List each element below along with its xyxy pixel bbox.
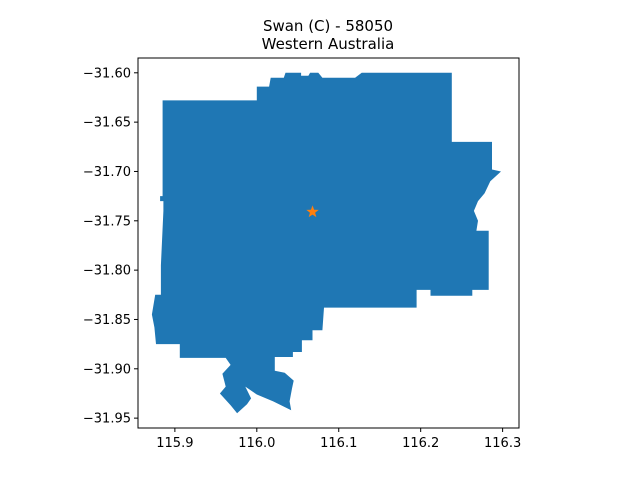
axes-frame (137, 57, 520, 429)
map-title-line2: Western Australia (262, 35, 395, 53)
x-tick-label: 116.0 (238, 436, 275, 451)
y-tick-label: −31.95 (83, 412, 131, 427)
map-title-line1: Swan (C) - 58050 (263, 17, 393, 35)
y-tick-label: −31.75 (83, 214, 131, 229)
plot-area (151, 72, 501, 414)
x-tick-label: 115.9 (156, 436, 193, 451)
x-axis: 115.9 116.0 116.1 116.2 116.3 (156, 428, 521, 451)
y-tick-label: −31.80 (83, 264, 131, 279)
y-tick-label: −31.90 (83, 362, 131, 377)
x-tick-label: 116.3 (484, 436, 521, 451)
x-tick-label: 116.2 (402, 436, 439, 451)
y-tick-label: −31.85 (83, 313, 131, 328)
y-tick-label: −31.70 (83, 165, 131, 180)
y-tick-label: −31.65 (83, 116, 131, 131)
y-axis: −31.60 −31.65 −31.70 −31.75 −31.80 −31.85 −31.… (83, 66, 138, 427)
centroid-star-marker (306, 205, 319, 218)
y-tick-label: −31.60 (83, 66, 131, 81)
x-tick-label: 116.1 (320, 436, 357, 451)
region-boundary-polygon (151, 72, 501, 414)
